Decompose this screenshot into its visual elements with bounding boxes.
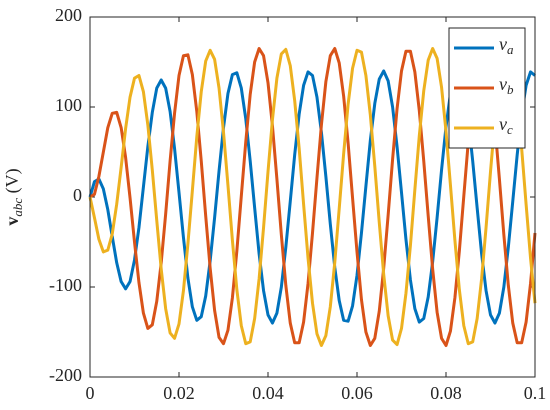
axes-box [89, 16, 536, 378]
legend-label: vb [499, 74, 514, 97]
x-tick-label: 0.06 [341, 383, 373, 403]
x-tick-label: 0 [86, 383, 95, 403]
y-tick-label: -200 [49, 365, 82, 385]
x-tick-label: 0.1 [524, 383, 547, 403]
legend-label: va [499, 34, 514, 57]
y-axis-label: vabc (V) [2, 168, 25, 225]
y-tick-label: 200 [55, 5, 82, 25]
y-tick-label: 0 [73, 185, 82, 205]
x-tick-label: 0.08 [430, 383, 462, 403]
y-tick-label: -100 [49, 275, 82, 295]
legend: va vb vc [448, 27, 526, 149]
x-tick-label: 0.02 [163, 383, 195, 403]
series-line [88, 47, 537, 347]
y-tick-label: 100 [55, 95, 82, 115]
series-line [89, 47, 537, 347]
x-tick-label: 0.04 [252, 383, 284, 403]
legend-label: vc [499, 114, 513, 137]
